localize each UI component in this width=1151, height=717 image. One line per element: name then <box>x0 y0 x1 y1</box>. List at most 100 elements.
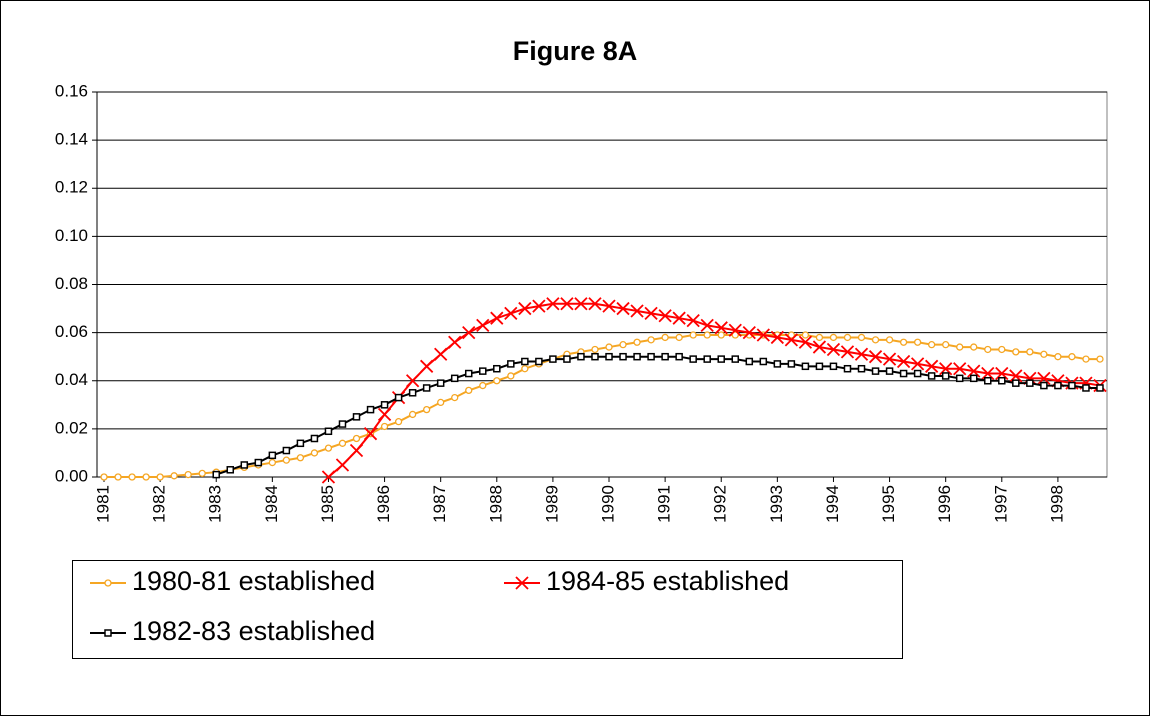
marker <box>521 357 529 366</box>
marker <box>352 413 361 421</box>
marker <box>703 355 711 363</box>
marker <box>689 331 697 339</box>
marker <box>731 355 740 363</box>
x-tick-label: 1981 <box>93 485 112 523</box>
marker <box>212 470 220 479</box>
x-tick-label: 1987 <box>430 485 449 523</box>
marker <box>493 377 501 385</box>
marker <box>1040 381 1048 390</box>
marker <box>885 336 894 344</box>
marker <box>770 330 784 345</box>
marker <box>661 333 669 342</box>
marker <box>476 318 490 333</box>
marker <box>728 323 742 337</box>
marker <box>913 369 922 378</box>
marker <box>422 384 431 392</box>
x-tick-label: 1993 <box>767 485 786 523</box>
y-tick-label: 0.02 <box>55 418 88 437</box>
marker <box>998 377 1006 385</box>
marker <box>661 352 669 361</box>
marker <box>437 398 445 407</box>
marker <box>630 304 644 318</box>
marker <box>490 311 504 325</box>
marker <box>714 321 728 335</box>
marker <box>927 372 936 380</box>
marker <box>535 357 543 366</box>
y-tick-label: 0.08 <box>55 274 88 293</box>
marker <box>857 333 866 342</box>
marker <box>310 449 319 457</box>
marker <box>380 422 389 431</box>
marker <box>408 410 417 419</box>
x-tick-label: 1996 <box>935 485 954 523</box>
marker <box>829 362 838 371</box>
legend-box <box>72 560 903 659</box>
marker <box>995 366 1009 381</box>
marker <box>296 439 305 448</box>
marker <box>658 309 672 323</box>
marker <box>100 473 108 481</box>
x-tick-label: 1992 <box>711 485 730 523</box>
marker <box>784 333 799 347</box>
marker <box>745 357 754 366</box>
x-tick-label: 1985 <box>318 485 337 523</box>
marker <box>787 331 796 339</box>
marker <box>871 367 880 375</box>
marker <box>672 311 686 325</box>
marker <box>352 434 361 443</box>
marker <box>896 354 911 369</box>
marker <box>605 343 613 351</box>
marker <box>338 420 347 428</box>
marker <box>969 374 978 383</box>
marker <box>394 393 403 402</box>
series-line <box>215 355 1100 476</box>
marker <box>798 335 813 349</box>
marker <box>956 343 964 351</box>
marker <box>1082 384 1090 392</box>
legend-label: 1984-85 established <box>546 566 789 596</box>
marker <box>773 360 782 368</box>
marker <box>953 362 967 376</box>
marker <box>1040 350 1048 358</box>
marker <box>647 336 655 344</box>
x-tick-label: 1988 <box>486 485 505 523</box>
marker <box>493 364 501 373</box>
marker <box>928 341 936 349</box>
marker <box>1012 379 1020 387</box>
marker <box>1068 381 1076 390</box>
marker <box>619 352 627 361</box>
marker <box>717 355 725 363</box>
marker <box>742 325 756 340</box>
marker <box>546 297 560 311</box>
x-tick-label: 1990 <box>598 485 617 523</box>
marker <box>282 446 291 455</box>
marker <box>703 331 711 339</box>
marker <box>984 377 992 385</box>
legend-label: 1982-83 established <box>132 616 375 646</box>
marker <box>394 418 403 426</box>
marker <box>450 374 459 383</box>
marker <box>448 335 462 349</box>
marker <box>465 386 473 395</box>
marker <box>240 461 249 469</box>
marker <box>363 427 378 441</box>
marker <box>1026 379 1034 387</box>
marker <box>184 470 192 479</box>
marker <box>633 338 641 346</box>
marker <box>1054 381 1062 390</box>
marker <box>405 374 420 388</box>
x-tick-label: 1989 <box>542 485 561 523</box>
marker <box>675 352 683 361</box>
marker <box>436 379 445 387</box>
marker <box>338 439 347 447</box>
marker <box>910 357 925 371</box>
marker <box>955 374 964 383</box>
x-tick-label: 1994 <box>823 485 842 523</box>
marker <box>605 352 613 361</box>
marker <box>521 365 529 373</box>
y-tick-label: 0.14 <box>55 130 88 149</box>
x-tick-label: 1998 <box>1047 485 1066 523</box>
marker <box>1096 355 1104 363</box>
marker <box>408 389 417 397</box>
